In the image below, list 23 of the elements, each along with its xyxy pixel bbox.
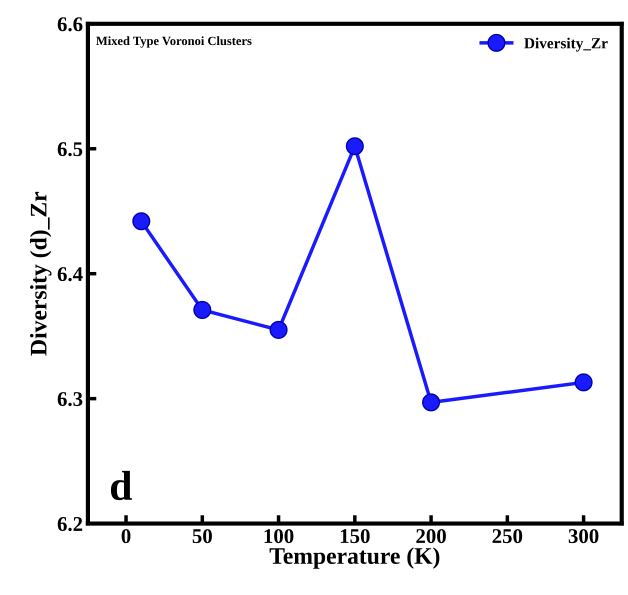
- legend-label: Diversity_Zr: [524, 38, 608, 52]
- x-tick-label: 0: [122, 529, 130, 544]
- x-tick-label: 300: [568, 529, 598, 544]
- y-tick-label: 6.6: [58, 17, 82, 32]
- point: [346, 137, 364, 156]
- x-tick-label: 50: [192, 529, 212, 544]
- x-tick-label: 150: [340, 529, 370, 544]
- y-tick-label: 6.3: [58, 392, 82, 406]
- y-tick-label: 6.4: [58, 267, 83, 282]
- x-tick-label: 100: [264, 529, 294, 544]
- x-tick-label: 200: [416, 529, 446, 544]
- point: [574, 373, 593, 392]
- annotation: Mixed Type Voronoi Clusters: [96, 36, 252, 48]
- point: [132, 212, 150, 230]
- point: [270, 320, 288, 339]
- y-tick-label: 6.5: [58, 142, 82, 156]
- point: [422, 393, 440, 412]
- annotation: d: [110, 470, 132, 500]
- y-axis-title: Diversity (d)_Zr: [30, 192, 52, 356]
- point: [193, 300, 212, 319]
- x-axis-title: Temperature (K): [270, 547, 440, 569]
- x-tick-label: 250: [492, 529, 522, 544]
- y-tick-label: 6.2: [58, 517, 82, 532]
